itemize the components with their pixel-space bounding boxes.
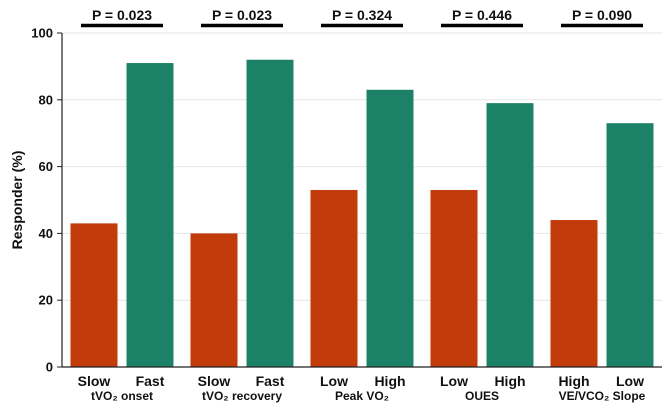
bar-category-label: High: [558, 373, 589, 389]
p-value-label: P = 0.023: [212, 7, 272, 23]
y-tick-label: 60: [39, 159, 53, 174]
bar: [190, 233, 238, 367]
y-tick-label: 0: [46, 360, 53, 375]
group-label: tVO₂ recovery: [202, 389, 282, 403]
p-value-label: P = 0.090: [572, 7, 632, 23]
bar-category-label: Slow: [78, 373, 111, 389]
bar-category-label: High: [374, 373, 405, 389]
bar-category-label: High: [494, 373, 525, 389]
bars: [70, 59, 654, 368]
bar: [126, 63, 174, 368]
bar: [486, 103, 534, 367]
bar-category-label: Low: [616, 373, 644, 389]
bar-category-label: Slow: [198, 373, 231, 389]
axes: [57, 32, 662, 368]
y-tick-label: 40: [39, 226, 53, 241]
bar: [366, 89, 414, 367]
y-tick-label: 20: [39, 293, 53, 308]
bar: [430, 189, 478, 367]
group-label: tVO₂ onset: [91, 389, 153, 403]
p-value-label: P = 0.324: [332, 7, 392, 23]
bar-category-label: Fast: [136, 373, 165, 389]
group-label: OUES: [465, 389, 499, 403]
bar: [70, 223, 118, 367]
bar-category-label: Low: [440, 373, 468, 389]
bar: [246, 59, 294, 367]
bar-category-label: Low: [320, 373, 348, 389]
y-tick-label: 100: [31, 26, 53, 41]
bar: [310, 189, 358, 367]
group-label: Peak VO₂: [335, 389, 389, 403]
y-tick-label: 80: [39, 92, 53, 107]
p-value-label: P = 0.023: [92, 7, 152, 23]
group-label: VE/VCO₂ Slope: [559, 389, 646, 403]
p-value-label: P = 0.446: [452, 7, 512, 23]
bar: [606, 123, 654, 368]
y-axis-label: Responder (%): [9, 151, 25, 250]
bar: [550, 220, 598, 367]
bar-category-label: Fast: [256, 373, 285, 389]
